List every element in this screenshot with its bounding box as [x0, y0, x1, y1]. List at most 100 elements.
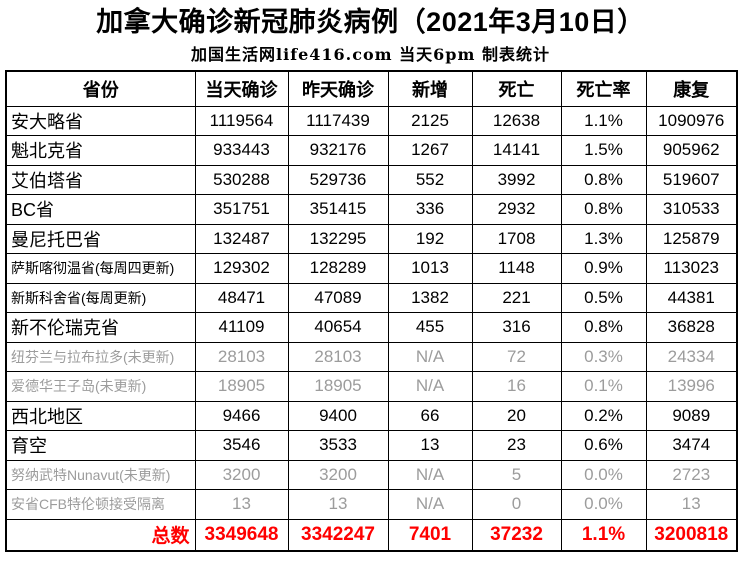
- value-cell-rate: 0.2%: [560, 400, 647, 431]
- value-cell-today: 41109: [194, 312, 289, 343]
- value-cell-deaths: 221: [471, 282, 562, 313]
- value-cell-today: 18905: [194, 371, 289, 402]
- province-name: BC省: [5, 194, 196, 225]
- value-cell-recovered: 1090976: [645, 105, 738, 136]
- value-cell-rate: 0.8%: [560, 194, 647, 225]
- province-name: 新不伦瑞克省: [5, 312, 196, 343]
- value-cell-yesterday: 3533: [287, 430, 389, 461]
- value-cell-recovered: 905962: [645, 135, 738, 166]
- covid-cases-table: 省份 当天确诊 昨天确诊 新增 死亡 死亡率 康复 安大略省 1119564 1117439 21…: [5, 70, 738, 552]
- value-cell-new: 66: [387, 400, 473, 431]
- province-name: 新斯科舍省(每周更新): [5, 282, 196, 313]
- total-value-new: 7401: [387, 518, 473, 552]
- table-header-row: 省份 当天确诊 昨天确诊 新增 死亡 死亡率 康复: [5, 70, 738, 107]
- value-cell-deaths: 316: [471, 312, 562, 343]
- value-cell-recovered: 13996: [645, 371, 738, 402]
- value-cell-yesterday: 351415: [287, 194, 389, 225]
- value-cell-rate: 0.3%: [560, 341, 647, 372]
- value-cell-rate: 0.6%: [560, 430, 647, 461]
- value-cell-recovered: 36828: [645, 312, 738, 343]
- value-cell-yesterday: 529736: [287, 164, 389, 195]
- value-cell-new: 2125: [387, 105, 473, 136]
- total-value-deaths: 37232: [471, 518, 562, 552]
- total-value-today: 3349648: [194, 518, 289, 552]
- total-label: 总数: [5, 518, 196, 552]
- value-cell-deaths: 0: [471, 489, 562, 520]
- total-value-recovered: 3200818: [645, 518, 738, 552]
- value-cell-new: 1013: [387, 253, 473, 284]
- table-row: 新不伦瑞克省 41109 40654 455 316 0.8% 36828: [5, 312, 738, 343]
- value-cell-deaths: 20: [471, 400, 562, 431]
- province-name: 努纳武特Nunavut(未更新): [5, 459, 196, 490]
- value-cell-new: 336: [387, 194, 473, 225]
- value-cell-today: 132487: [194, 223, 289, 254]
- table-row: 魁北克省 933443 932176 1267 14141 1.5% 905962: [5, 135, 738, 166]
- value-cell-today: 3200: [194, 459, 289, 490]
- column-header: 康复: [645, 70, 738, 107]
- value-cell-new: 1267: [387, 135, 473, 166]
- value-cell-yesterday: 47089: [287, 282, 389, 313]
- value-cell-today: 129302: [194, 253, 289, 284]
- value-cell-today: 13: [194, 489, 289, 520]
- province-name: 曼尼托巴省: [5, 223, 196, 254]
- value-cell-deaths: 5: [471, 459, 562, 490]
- value-cell-yesterday: 1117439: [287, 105, 389, 136]
- province-name: 爱德华王子岛(未更新): [5, 371, 196, 402]
- total-value-rate: 1.1%: [560, 518, 647, 552]
- column-header: 昨天确诊: [287, 70, 389, 107]
- column-header: 死亡率: [560, 70, 647, 107]
- value-cell-rate: 0.8%: [560, 164, 647, 195]
- value-cell-rate: 0.0%: [560, 459, 647, 490]
- value-cell-deaths: 72: [471, 341, 562, 372]
- table-row: 爱德华王子岛(未更新) 18905 18905 N/A 16 0.1% 13996: [5, 371, 738, 402]
- value-cell-new: 13: [387, 430, 473, 461]
- province-name: 安省CFB特伦顿接受隔离: [5, 489, 196, 520]
- table-row: 艾伯塔省 530288 529736 552 3992 0.8% 519607: [5, 164, 738, 195]
- province-name: 魁北克省: [5, 135, 196, 166]
- value-cell-recovered: 125879: [645, 223, 738, 254]
- page-subtitle: 加国生活网life416.com 当天6pm 制表统计: [191, 45, 550, 64]
- value-cell-new: 1382: [387, 282, 473, 313]
- value-cell-rate: 0.1%: [560, 371, 647, 402]
- value-cell-recovered: 2723: [645, 459, 738, 490]
- province-name: 纽芬兰与拉布拉多(未更新): [5, 341, 196, 372]
- column-header: 省份: [5, 70, 196, 107]
- value-cell-today: 530288: [194, 164, 289, 195]
- table-row: 育空 3546 3533 13 23 0.6% 3474: [5, 430, 738, 461]
- value-cell-new: N/A: [387, 341, 473, 372]
- value-cell-today: 28103: [194, 341, 289, 372]
- table-row: 曼尼托巴省 132487 132295 192 1708 1.3% 125879: [5, 223, 738, 254]
- value-cell-yesterday: 128289: [287, 253, 389, 284]
- value-cell-yesterday: 40654: [287, 312, 389, 343]
- value-cell-yesterday: 3200: [287, 459, 389, 490]
- value-cell-today: 3546: [194, 430, 289, 461]
- value-cell-deaths: 1148: [471, 253, 562, 284]
- table-row: 安大略省 1119564 1117439 2125 12638 1.1% 1090976: [5, 105, 738, 136]
- value-cell-rate: 0.0%: [560, 489, 647, 520]
- value-cell-new: N/A: [387, 371, 473, 402]
- province-name: 萨斯喀彻温省(每周四更新): [5, 253, 196, 284]
- value-cell-today: 9466: [194, 400, 289, 431]
- value-cell-yesterday: 132295: [287, 223, 389, 254]
- value-cell-deaths: 14141: [471, 135, 562, 166]
- value-cell-deaths: 3992: [471, 164, 562, 195]
- value-cell-rate: 0.5%: [560, 282, 647, 313]
- total-value-yesterday: 3342247: [287, 518, 389, 552]
- page-title: 加拿大确诊新冠肺炎病例（2021年3月10日）: [96, 7, 645, 37]
- table-row: 纽芬兰与拉布拉多(未更新) 28103 28103 N/A 72 0.3% 24334: [5, 341, 738, 372]
- value-cell-today: 1119564: [194, 105, 289, 136]
- province-name: 西北地区: [5, 400, 196, 431]
- value-cell-deaths: 16: [471, 371, 562, 402]
- value-cell-today: 351751: [194, 194, 289, 225]
- total-row: 总数 3349648 3342247 7401 37232 1.1% 3200818: [5, 518, 738, 552]
- province-name: 安大略省: [5, 105, 196, 136]
- value-cell-today: 933443: [194, 135, 289, 166]
- value-cell-yesterday: 9400: [287, 400, 389, 431]
- value-cell-recovered: 3474: [645, 430, 738, 461]
- value-cell-rate: 0.8%: [560, 312, 647, 343]
- value-cell-recovered: 44381: [645, 282, 738, 313]
- value-cell-recovered: 9089: [645, 400, 738, 431]
- value-cell-new: 192: [387, 223, 473, 254]
- value-cell-recovered: 13: [645, 489, 738, 520]
- value-cell-rate: 1.5%: [560, 135, 647, 166]
